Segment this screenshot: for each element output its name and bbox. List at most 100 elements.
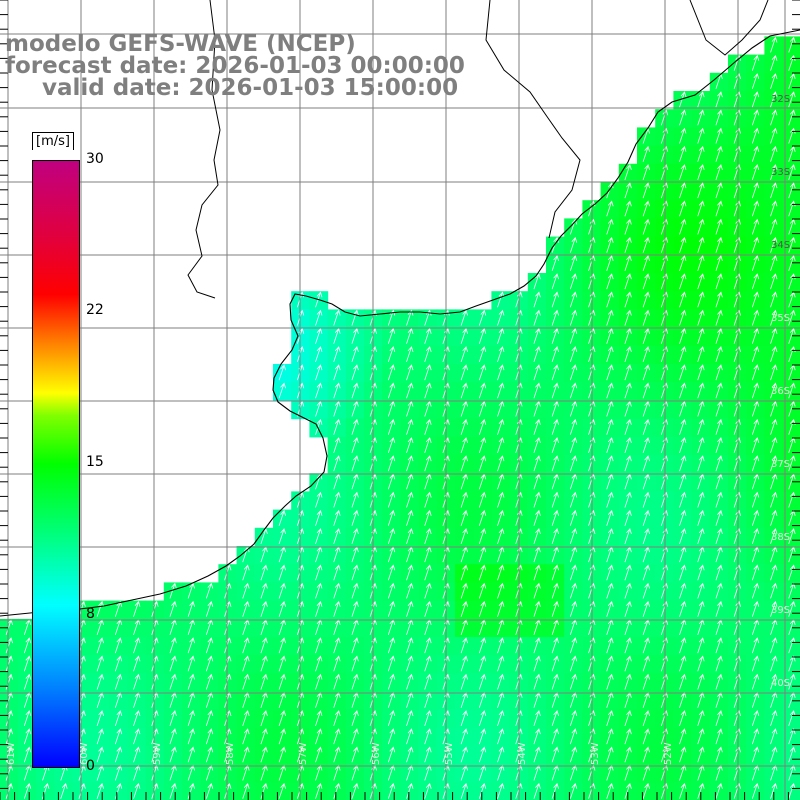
wind-arrow (588, 600, 596, 617)
wind-arrow (5, 655, 13, 672)
wind-cell (254, 655, 274, 674)
wind-cell (400, 600, 420, 620)
wind-arrow (551, 582, 559, 599)
wind-arrow (515, 728, 523, 745)
wind-cell (728, 637, 747, 656)
wind-cell (728, 291, 747, 310)
wind-arrow (697, 437, 705, 454)
wind-cell (109, 691, 128, 711)
wind-arrow (715, 710, 723, 727)
wind-cell (564, 546, 583, 565)
wind-cell (600, 327, 620, 347)
wind-cell (473, 473, 492, 492)
wind-cell (746, 382, 765, 401)
wind-arrow (424, 509, 432, 526)
wind-cell (691, 345, 711, 365)
wind-arrow (642, 418, 650, 435)
wind-arrow (169, 582, 177, 599)
wind-cell (728, 200, 747, 219)
wind-cell (546, 473, 565, 492)
wind-arrow (205, 600, 214, 617)
wind-arrow (533, 746, 541, 763)
wind-cell (0, 655, 19, 674)
wind-cell (709, 600, 729, 620)
wind-cell (673, 582, 693, 602)
wind-cell (473, 546, 492, 565)
wind-cell (309, 600, 329, 620)
wind-cell (673, 746, 693, 765)
wind-cell (673, 655, 693, 674)
wind-arrow (642, 236, 650, 253)
wind-arrow (533, 728, 541, 745)
wind-arrow (715, 91, 723, 108)
wind-arrow (551, 637, 559, 654)
wind-arrow (588, 509, 596, 526)
wind-cell (637, 764, 656, 784)
wind-cell (455, 509, 474, 529)
wind-arrow (606, 710, 614, 727)
wind-cell (691, 254, 711, 274)
wind-cell (345, 418, 365, 438)
wind-cell (691, 637, 711, 656)
wind-cell (673, 309, 693, 329)
wind-cell (127, 709, 147, 729)
wind-cell (291, 364, 310, 383)
wind-arrow (751, 782, 760, 799)
wind-cell (91, 746, 110, 765)
wind-cell (491, 600, 511, 620)
wind-cell (400, 782, 420, 800)
wind-cell (473, 673, 492, 693)
wind-cell (728, 527, 747, 547)
wind-arrow (478, 491, 487, 508)
wind-cell (764, 436, 784, 456)
wind-arrow (624, 182, 632, 199)
wind-arrow (315, 382, 323, 399)
wind-arrow (606, 509, 614, 526)
wind-arrow (497, 564, 505, 581)
wind-arrow (315, 364, 323, 381)
wind-cell (527, 418, 547, 438)
wind-cell (728, 546, 747, 565)
wind-arrow (551, 728, 559, 745)
wind-arrow (551, 710, 559, 727)
wind-cell (764, 91, 784, 110)
wind-arrow (606, 564, 614, 581)
wind-cell (637, 400, 656, 420)
wind-cell (400, 691, 420, 711)
wind-cell (254, 618, 274, 638)
wind-arrow (697, 164, 705, 181)
wind-cell (600, 382, 620, 401)
wind-cell (473, 455, 492, 474)
wind-cell (309, 473, 329, 492)
wind-arrow (497, 728, 505, 745)
wind-cell (673, 709, 693, 729)
wind-arrow (406, 528, 414, 545)
wind-arrow (751, 655, 760, 672)
wind-arrow (697, 746, 705, 763)
wind-cell (455, 436, 474, 456)
wind-arrow (515, 437, 523, 454)
wind-arrow (133, 655, 141, 672)
wind-cell (127, 637, 147, 656)
wind-arrow (351, 491, 359, 508)
wind-arrow (333, 782, 341, 799)
wind-cell (309, 382, 329, 401)
wind-cell (618, 728, 638, 747)
wind-cell (345, 673, 365, 693)
wind-arrow (315, 710, 323, 727)
wind-cell (709, 673, 729, 693)
wind-cell (600, 600, 620, 620)
lat-label: 39S (771, 605, 790, 616)
wind-arrow (169, 746, 177, 763)
wind-arrow (751, 437, 760, 454)
wind-cell (0, 673, 19, 693)
wind-arrow (478, 528, 487, 545)
wind-arrow (205, 728, 214, 745)
wind-arrow (715, 236, 723, 253)
wind-cell (109, 782, 128, 800)
wind-cell (491, 728, 511, 747)
wind-arrow (624, 346, 632, 363)
wind-arrow (497, 491, 505, 508)
wind-cell (455, 455, 474, 474)
wind-cell (527, 782, 547, 800)
